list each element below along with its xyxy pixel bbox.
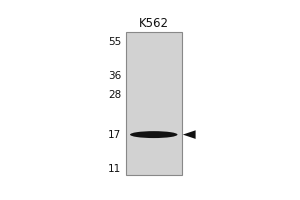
Polygon shape (183, 130, 196, 139)
Text: 11: 11 (108, 164, 121, 174)
Bar (126, 32, 182, 175)
Text: 17: 17 (108, 130, 121, 140)
Text: 36: 36 (108, 71, 121, 81)
Ellipse shape (130, 131, 178, 138)
Text: 28: 28 (108, 90, 121, 100)
Text: 55: 55 (108, 37, 121, 47)
Text: K562: K562 (139, 17, 169, 30)
